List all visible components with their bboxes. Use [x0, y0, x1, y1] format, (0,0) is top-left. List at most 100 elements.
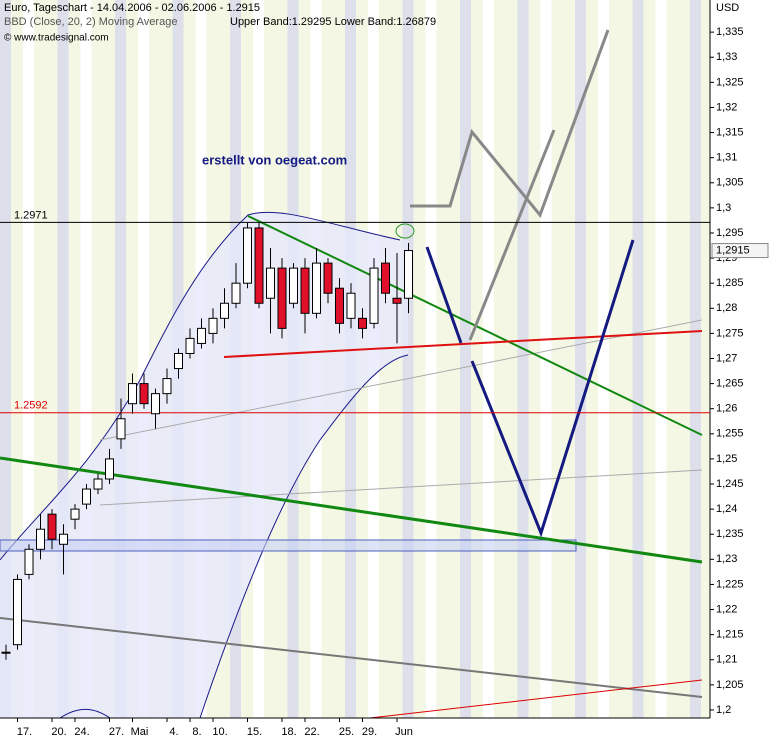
- x-tick-label: 15.: [247, 726, 262, 738]
- candle-body: [174, 352, 183, 370]
- trendline: [369, 679, 703, 719]
- candle-body: [13, 578, 22, 646]
- candle-body: [82, 488, 91, 505]
- y-tick-label: 1,275: [716, 327, 744, 339]
- y-tick-label: 1,205: [716, 679, 744, 691]
- projection: [425, 239, 635, 538]
- y-tick-label: 1,245: [716, 478, 744, 490]
- candle-body: [358, 317, 367, 329]
- x-tick-label: 17.: [17, 726, 32, 738]
- x-tick-label: Mai: [131, 726, 149, 738]
- copyright: © www.tradesignal.com: [4, 33, 109, 44]
- candle-body: [335, 287, 344, 324]
- candle-body: [128, 383, 137, 405]
- candle-body: [151, 393, 160, 415]
- candle-body: [243, 227, 252, 284]
- candle-body: [312, 262, 321, 314]
- y-tick-label: 1,32: [716, 101, 737, 113]
- y-tick-label: 1,24: [716, 503, 737, 515]
- candle-body: [277, 267, 287, 329]
- x-tick-label: 4.: [169, 726, 178, 738]
- candle-body: [346, 292, 356, 319]
- trendline: [99, 469, 703, 506]
- y-tick-label: 1,28: [716, 302, 737, 314]
- x-tick-label: 24.: [74, 726, 89, 738]
- x-tick-label: 18.: [281, 726, 296, 738]
- y-tick-label: 1,25: [716, 453, 737, 465]
- y-tick-label: 1,235: [716, 528, 744, 540]
- y-tick-label: 1,265: [716, 378, 744, 390]
- y-tick-label: 1,27: [716, 352, 737, 364]
- candle-body: [24, 548, 34, 575]
- y-tick-label: 1,325: [716, 76, 744, 88]
- y-tick-label: 1,295: [716, 227, 744, 239]
- x-tick-label: 29.: [362, 726, 377, 738]
- x-tick-label: 20.: [51, 726, 66, 738]
- candle-body: [231, 282, 241, 304]
- y-tick-label: 1,215: [716, 629, 744, 641]
- candle-body: [254, 227, 264, 304]
- indicator-label: BBD (Close, 20, 2) Moving Average: [4, 16, 177, 28]
- candle-body: [266, 267, 275, 299]
- y-tick-label: 1,3: [716, 202, 731, 214]
- x-tick-label: 22.: [304, 726, 319, 738]
- x-tick-label: 10.: [212, 726, 227, 738]
- candle-body: [300, 267, 310, 314]
- lower-band: [59, 354, 409, 719]
- highlight: [395, 223, 415, 239]
- y-tick-label: 1,225: [716, 578, 744, 590]
- candle-body: [404, 250, 413, 299]
- candle-body: [93, 478, 103, 490]
- horizontal-line-label: 1.2592: [14, 400, 48, 412]
- x-tick-label: 25.: [339, 726, 354, 738]
- last-price-box: [711, 243, 769, 259]
- candle-body: [36, 528, 45, 550]
- y-tick-label: 1,335: [716, 26, 744, 38]
- y-tick-label: 1,22: [716, 603, 737, 615]
- trendline: [0, 617, 703, 698]
- y-tick-label: 1,305: [716, 177, 744, 189]
- y-axis-unit: USD: [716, 2, 739, 14]
- projection: [468, 129, 556, 341]
- candle-body: [70, 508, 80, 520]
- candle-body: [105, 458, 114, 480]
- last-price-label: 1,2915: [716, 244, 750, 256]
- y-tick-label: 1,23: [716, 553, 737, 565]
- candle-body: [47, 513, 57, 540]
- support-zone: [0, 539, 577, 552]
- y-tick-label: 1,21: [716, 654, 737, 666]
- candle-body: [392, 297, 402, 304]
- horizontal-line-label: 1.2971: [14, 209, 48, 221]
- bands-label: Upper Band:1.29295 Lower Band:1.26879: [230, 16, 436, 28]
- candle-body: [1, 651, 11, 654]
- trendline: [0, 456, 703, 564]
- candle-body: [162, 378, 172, 395]
- projection: [410, 29, 610, 218]
- candle-body: [369, 267, 379, 324]
- y-tick-label: 1,33: [716, 51, 737, 63]
- y-tick-label: 1,285: [716, 277, 744, 289]
- y-tick-label: 1,315: [716, 126, 744, 138]
- candle-body: [208, 317, 218, 334]
- candle-body: [323, 262, 333, 294]
- candle-body: [220, 302, 229, 319]
- y-tick-label: 1,2: [716, 704, 731, 716]
- x-tick-label: 27.: [109, 726, 124, 738]
- upper-band: [0, 211, 401, 561]
- candle-body: [139, 383, 149, 405]
- y-tick-label: 1,31: [716, 152, 737, 164]
- chart-title: Euro, Tageschart - 14.04.2006 - 02.06.20…: [4, 2, 260, 14]
- trendline: [223, 330, 703, 358]
- band-area: [0, 212, 408, 718]
- annotation: erstellt von oegeat.com: [202, 152, 347, 167]
- candle-body: [185, 337, 195, 354]
- candle-body: [116, 418, 126, 440]
- y-axis-panel: [710, 0, 771, 741]
- candle-body: [197, 327, 206, 344]
- y-tick-label: 1,26: [716, 403, 737, 415]
- candle-body: [381, 262, 390, 294]
- x-tick-label: 8.: [192, 726, 201, 738]
- x-tick-label: Jun: [395, 726, 413, 738]
- x-axis-panel: [0, 718, 771, 741]
